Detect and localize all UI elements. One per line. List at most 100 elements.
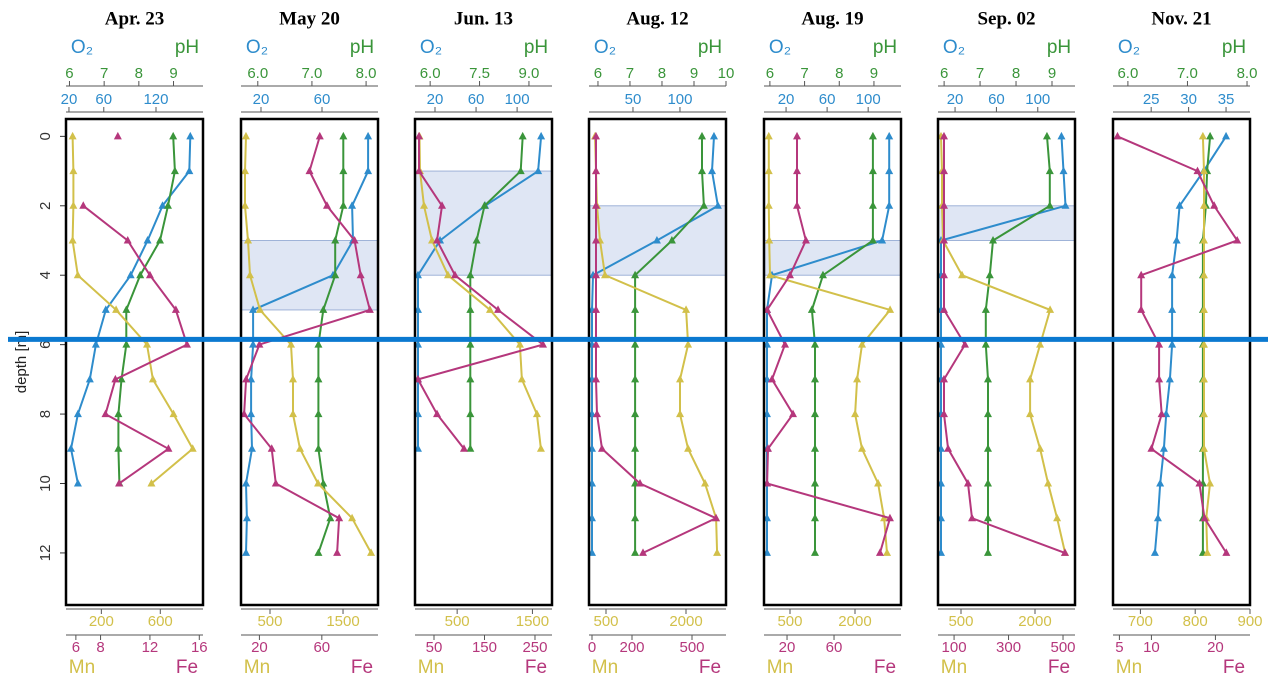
- y-tick-label: 4: [37, 271, 54, 279]
- marker: [1036, 340, 1045, 348]
- panel-frame: [239, 117, 380, 607]
- x-tick-label: 500: [445, 613, 470, 630]
- series-name: pH: [524, 37, 548, 58]
- marker: [1036, 444, 1045, 452]
- x-tick-label: 6.0: [1117, 65, 1138, 82]
- marker: [414, 166, 423, 175]
- marker: [267, 444, 276, 452]
- marker: [939, 166, 948, 175]
- marker: [592, 270, 600, 279]
- marker: [101, 305, 110, 313]
- marker: [1199, 270, 1208, 279]
- marker: [713, 201, 722, 209]
- marker: [818, 270, 827, 279]
- x-tick-label: 20: [1207, 639, 1224, 656]
- marker: [288, 374, 297, 383]
- profile-line: [417, 136, 543, 449]
- marker: [868, 166, 877, 175]
- marker: [593, 409, 601, 418]
- series-name: Mn: [418, 657, 444, 678]
- marker: [1153, 513, 1162, 522]
- x-tick-label: 6: [72, 639, 80, 656]
- marker: [517, 374, 526, 383]
- marker: [989, 236, 998, 244]
- marker: [314, 479, 323, 487]
- x-tick-label: 100: [942, 639, 967, 656]
- marker: [712, 513, 720, 522]
- marker: [1026, 409, 1035, 418]
- marker: [1205, 479, 1214, 487]
- series-name: Fe: [351, 657, 373, 678]
- marker: [667, 236, 676, 244]
- x-tick-label: 2000: [1018, 613, 1051, 630]
- marker: [1137, 270, 1146, 279]
- marker: [249, 305, 258, 313]
- marker: [101, 409, 110, 418]
- x-tick-label: 0: [588, 639, 596, 656]
- profile-line: [244, 136, 370, 553]
- x-tick-label: 7.0: [1177, 65, 1198, 82]
- x-tick-label: 9: [169, 65, 177, 82]
- x-tick-label: 12: [142, 639, 159, 656]
- marker: [1199, 201, 1208, 209]
- marker: [433, 236, 442, 244]
- marker: [858, 444, 867, 452]
- marker: [114, 444, 123, 452]
- marker: [73, 270, 82, 279]
- x-tick-label: 60: [95, 91, 112, 108]
- marker: [245, 270, 254, 279]
- marker: [631, 548, 640, 556]
- x-tick-label: 500: [679, 639, 704, 656]
- y-tick-label: 0: [37, 132, 54, 140]
- marker: [810, 513, 819, 522]
- series-name: O₂: [1118, 37, 1140, 58]
- panel-frame: [936, 117, 1077, 607]
- marker: [339, 131, 348, 140]
- panel-frame: [413, 117, 554, 607]
- series-name: Fe: [699, 657, 721, 678]
- marker: [636, 479, 644, 487]
- marker: [789, 409, 798, 418]
- marker: [878, 236, 887, 244]
- marker: [1150, 548, 1159, 556]
- marker: [868, 201, 877, 209]
- marker: [785, 270, 794, 279]
- profile-line: [317, 136, 345, 554]
- marker: [983, 444, 992, 452]
- series-name: pH: [175, 37, 199, 58]
- x-tick-label: 6.0: [247, 65, 268, 82]
- x-tick-label: 6.0: [420, 65, 441, 82]
- marker: [314, 548, 323, 556]
- x-tick-label: 250: [522, 639, 547, 656]
- x-tick-label: 20: [427, 91, 444, 108]
- marker: [707, 166, 716, 175]
- x-tick-label: 16: [191, 639, 208, 656]
- marker: [983, 513, 992, 522]
- series-name: Fe: [1223, 657, 1245, 678]
- marker: [713, 548, 722, 556]
- x-tick-label: 500: [257, 613, 282, 630]
- shaded-zone: [414, 170, 553, 276]
- marker: [171, 305, 180, 313]
- x-tick-label: 60: [313, 639, 330, 656]
- marker: [319, 305, 328, 313]
- marker: [639, 548, 647, 556]
- marker: [939, 131, 948, 140]
- marker: [365, 305, 374, 313]
- marker: [73, 409, 82, 418]
- profile-line: [940, 136, 1067, 554]
- x-tick-label: 20: [779, 639, 796, 656]
- series-name: Fe: [1048, 657, 1070, 678]
- marker: [186, 131, 195, 140]
- marker: [319, 479, 328, 487]
- profile-line: [940, 136, 1067, 553]
- marker: [450, 270, 459, 279]
- x-tick-label: 10: [1143, 639, 1160, 656]
- marker: [241, 131, 250, 140]
- marker: [764, 166, 773, 175]
- x-tick-label: 500: [1051, 639, 1076, 656]
- marker: [1113, 131, 1122, 140]
- marker: [631, 513, 640, 522]
- marker: [364, 166, 373, 175]
- marker: [939, 409, 948, 418]
